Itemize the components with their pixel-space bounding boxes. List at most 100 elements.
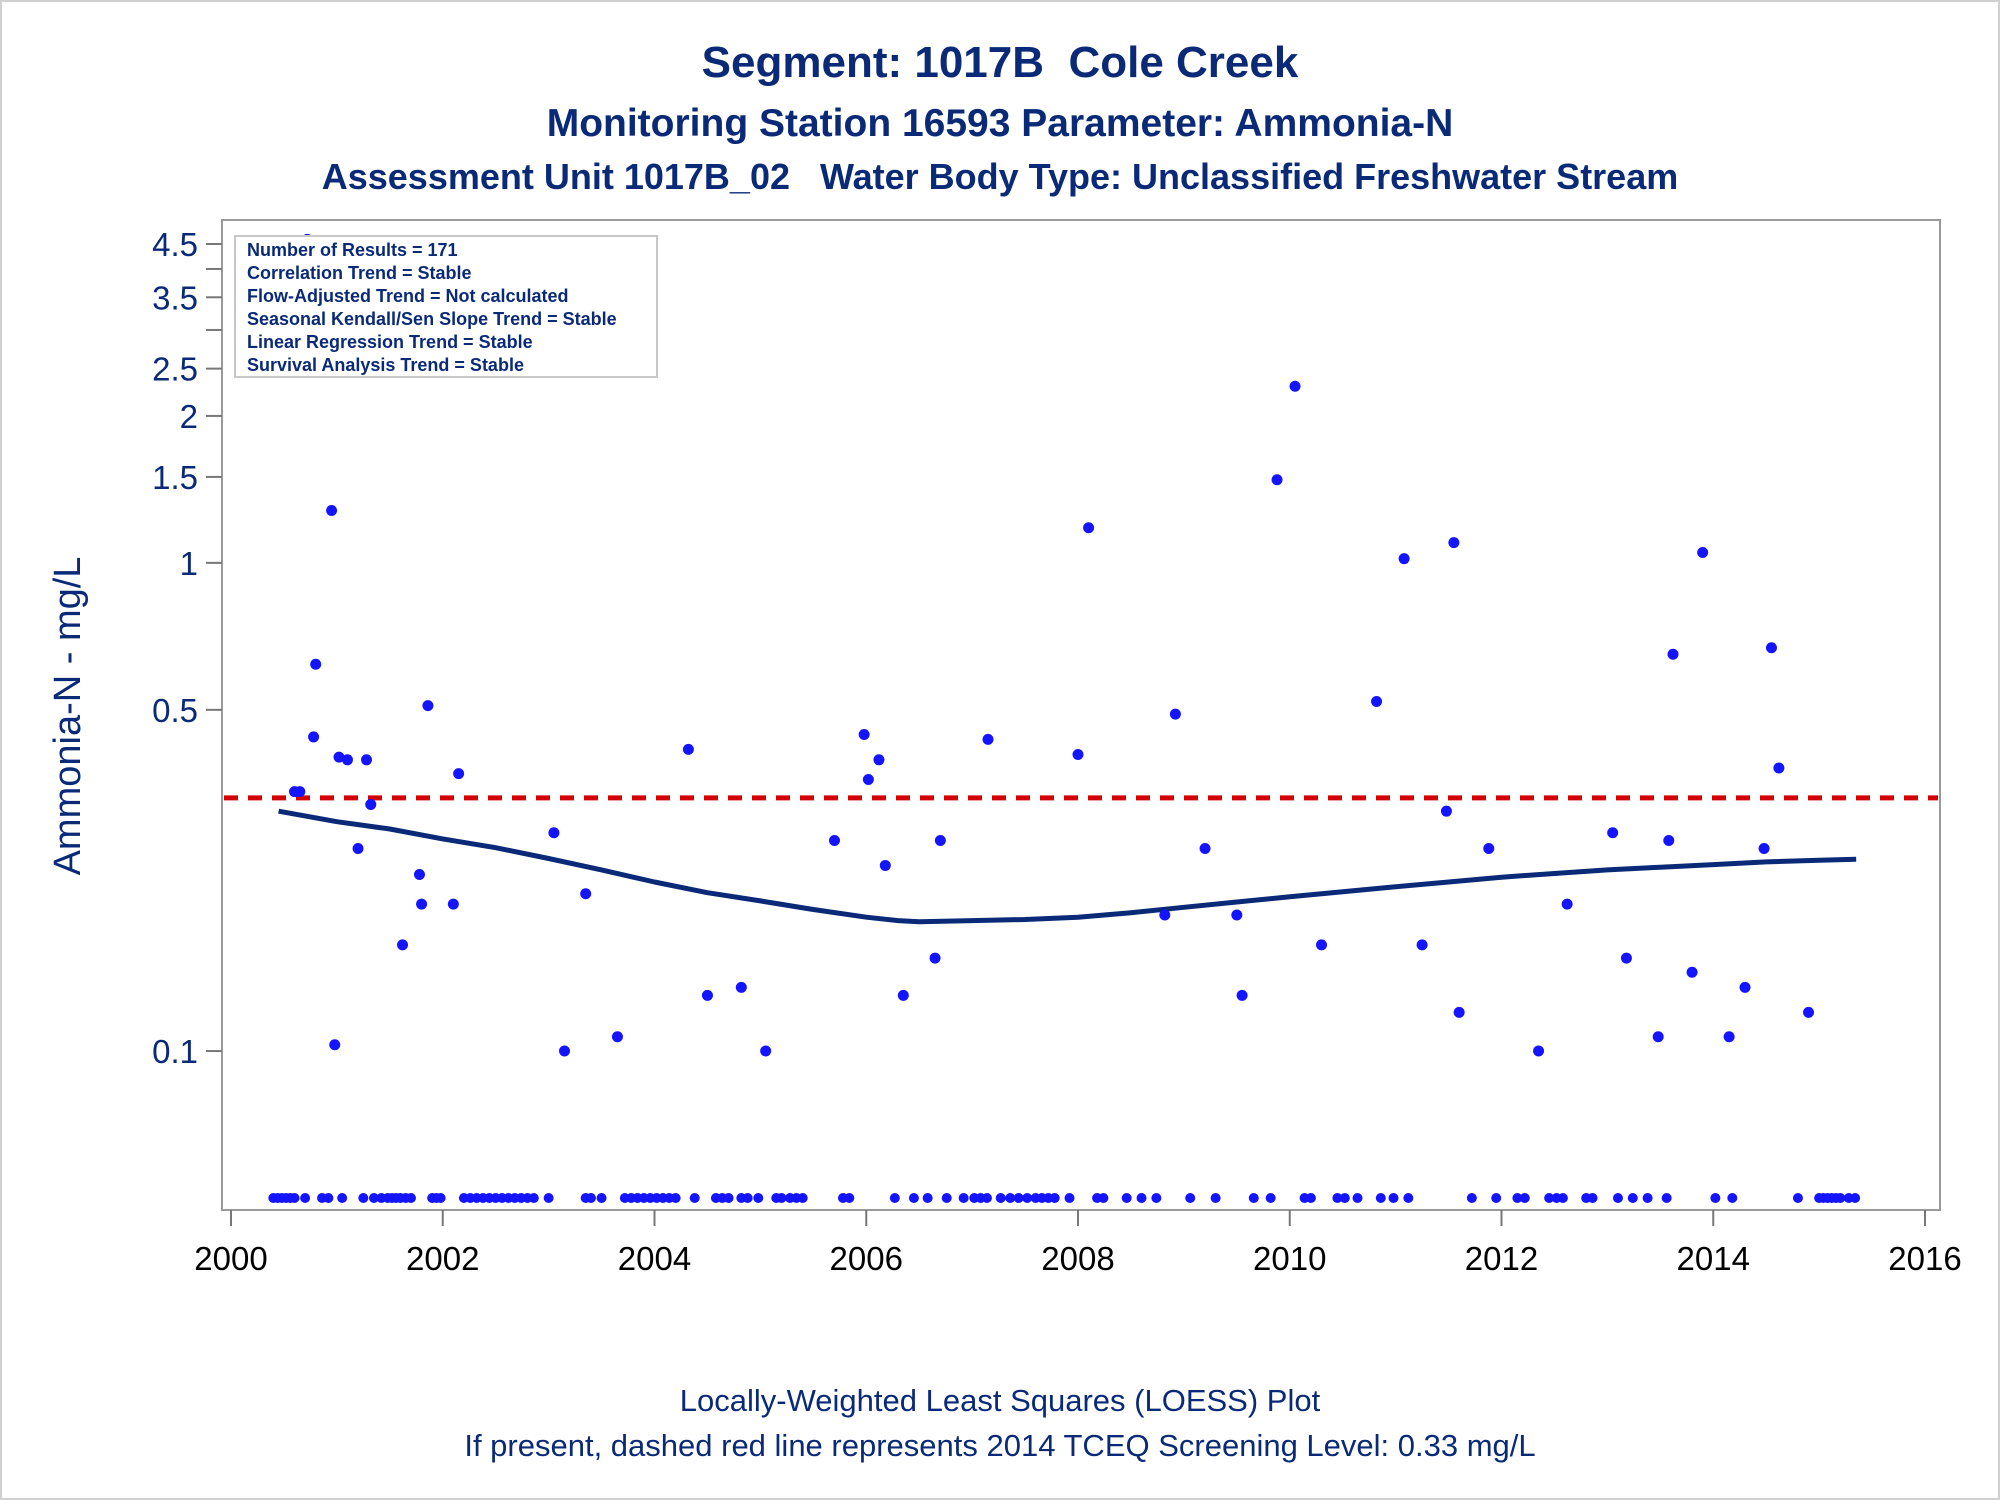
- data-point-22: [611, 1031, 623, 1043]
- nondetect-point-99: [1544, 1193, 1555, 1203]
- nondetect-point-62: [908, 1193, 919, 1203]
- nondetect-point-110: [1792, 1193, 1803, 1203]
- nondetect-point-96: [1491, 1193, 1502, 1203]
- data-point-55: [1607, 827, 1619, 839]
- data-point-34: [934, 834, 946, 846]
- nondetect-point-93: [1388, 1193, 1399, 1203]
- chart-subtitle-2: Assessment Unit 1017B_02 Water Body Type…: [321, 156, 1679, 197]
- data-point-57: [1652, 1031, 1664, 1043]
- data-point-53: [1533, 1045, 1545, 1057]
- nondetect-point-101: [1557, 1193, 1568, 1203]
- legend-entry-0: Number of Results = 171: [247, 240, 458, 260]
- data-point-21: [580, 888, 592, 900]
- nondetect-point-83: [1185, 1193, 1196, 1203]
- data-point-7: [333, 751, 345, 763]
- nondetect-point-81: [1136, 1193, 1147, 1203]
- x-tick-label-5: 2010: [1253, 1240, 1326, 1277]
- y-tick-label-9: 4.5: [152, 226, 198, 263]
- data-point-67: [1803, 1006, 1815, 1018]
- data-point-60: [1686, 966, 1698, 978]
- nondetect-point-70: [1005, 1193, 1016, 1203]
- x-tick-label-8: 2016: [1888, 1240, 1961, 1277]
- data-point-49: [1440, 805, 1452, 817]
- nondetect-point-95: [1466, 1193, 1477, 1203]
- nondetect-point-118: [1850, 1193, 1861, 1203]
- nondetect-point-103: [1587, 1193, 1598, 1203]
- data-point-44: [1289, 380, 1301, 392]
- data-point-37: [1083, 522, 1095, 534]
- y-tick-label-5: 2.5: [152, 351, 198, 388]
- nondetect-point-94: [1403, 1193, 1414, 1203]
- nondetect-point-65: [958, 1193, 969, 1203]
- nondetect-point-21: [435, 1193, 446, 1203]
- data-point-18: [453, 768, 465, 780]
- data-point-56: [1620, 952, 1632, 964]
- data-point-16: [422, 700, 434, 712]
- nondetect-point-61: [889, 1193, 900, 1203]
- chart-subtitle: Monitoring Station 16593 Parameter: Ammo…: [546, 102, 1454, 145]
- legend-box: [234, 235, 658, 378]
- data-point-15: [416, 898, 428, 910]
- data-point-48: [1416, 939, 1428, 951]
- nondetect-point-105: [1627, 1193, 1638, 1203]
- nondetect-point-18: [405, 1193, 416, 1203]
- data-point-38: [1159, 909, 1171, 921]
- nondetect-point-58: [797, 1193, 808, 1203]
- data-point-41: [1231, 909, 1243, 921]
- y-tick-label-7: 3.5: [152, 279, 198, 316]
- nondetect-point-36: [585, 1193, 596, 1203]
- nondetect-point-47: [689, 1193, 700, 1203]
- data-point-6: [329, 1039, 341, 1051]
- x-tick-label-7: 2014: [1677, 1240, 1750, 1277]
- data-points: [268, 233, 1861, 1203]
- data-point-52: [1483, 842, 1495, 854]
- legend-entry-1: Correlation Trend = Stable: [247, 263, 472, 283]
- nondetect-point-64: [941, 1193, 952, 1203]
- nondetect-point-80: [1121, 1193, 1132, 1203]
- data-point-33: [929, 952, 941, 964]
- data-point-62: [1723, 1031, 1735, 1043]
- data-point-24: [701, 989, 713, 1001]
- nondetect-point-108: [1710, 1193, 1721, 1203]
- data-point-61: [1697, 547, 1709, 559]
- footnote-screening: If present, dashed red line represents 2…: [464, 1428, 1536, 1463]
- data-point-27: [828, 834, 840, 846]
- data-point-36: [1072, 749, 1084, 761]
- nondetect-point-71: [1013, 1193, 1024, 1203]
- nondetect-point-55: [776, 1193, 787, 1203]
- data-point-11: [361, 754, 373, 766]
- nondetect-point-11: [368, 1193, 379, 1203]
- x-tick-label-4: 2008: [1041, 1240, 1114, 1277]
- y-axis-label: Ammonia-N - mg/L: [47, 557, 89, 876]
- data-point-30: [873, 754, 885, 766]
- nondetect-point-104: [1612, 1193, 1623, 1203]
- nondetect-point-9: [337, 1193, 348, 1203]
- x-tick-label-3: 2006: [830, 1240, 903, 1277]
- x-tick-label-0: 2000: [194, 1240, 267, 1277]
- data-point-5: [326, 505, 338, 517]
- plot-area: [221, 219, 1941, 1211]
- data-point-3: [308, 731, 320, 743]
- data-point-10: [352, 842, 364, 854]
- nondetect-point-72: [1022, 1193, 1033, 1203]
- nondetect-point-92: [1375, 1193, 1386, 1203]
- nondetect-point-82: [1151, 1193, 1162, 1203]
- nondetect-point-90: [1339, 1193, 1350, 1203]
- nondetect-point-63: [922, 1193, 933, 1203]
- data-point-12: [365, 798, 377, 810]
- data-point-31: [879, 859, 891, 871]
- nondetect-point-91: [1352, 1193, 1363, 1203]
- nondetect-point-86: [1265, 1193, 1276, 1203]
- nondetect-point-46: [670, 1193, 681, 1203]
- data-point-65: [1765, 642, 1777, 654]
- data-point-26: [760, 1045, 772, 1057]
- nondetect-point-69: [995, 1193, 1006, 1203]
- nondetect-point-88: [1305, 1193, 1316, 1203]
- footnote-loess: Locally-Weighted Least Squares (LOESS) P…: [679, 1383, 1321, 1418]
- y-tick-label-3: 1.5: [152, 459, 198, 496]
- data-point-40: [1199, 842, 1211, 854]
- data-point-58: [1663, 834, 1675, 846]
- data-point-14: [413, 868, 425, 880]
- nondetect-point-98: [1519, 1193, 1530, 1203]
- data-point-1: [294, 786, 306, 798]
